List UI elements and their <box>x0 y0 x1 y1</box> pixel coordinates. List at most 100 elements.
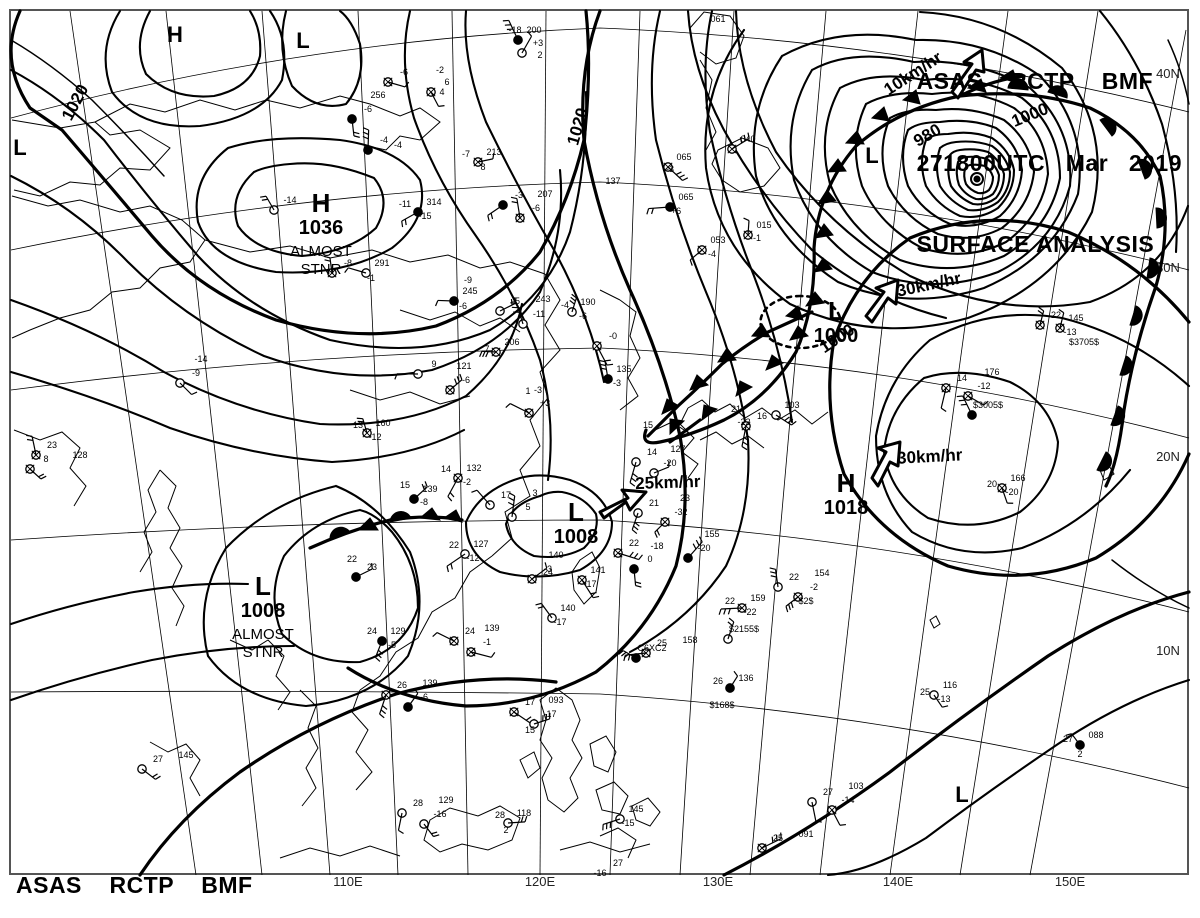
station-plot <box>446 549 470 573</box>
station-value: 1 <box>525 386 530 396</box>
station-value: 154 <box>814 568 829 578</box>
wind-barb-feather <box>544 562 548 569</box>
wind-barb-feather <box>487 215 490 222</box>
station-plot <box>510 302 528 329</box>
wind-barb-shaft <box>654 521 666 533</box>
station-plot <box>1035 306 1045 330</box>
wind-barb-feather <box>727 608 731 615</box>
station-value: 091 <box>798 829 813 839</box>
station-plot <box>683 536 703 563</box>
station-value: -14 <box>841 795 854 805</box>
wind-barb-feather <box>450 563 453 570</box>
wind-barb-feather <box>618 650 624 655</box>
wind-barb-shaft <box>747 220 750 236</box>
station-value: -4 <box>380 135 388 145</box>
station-plot <box>1055 308 1065 333</box>
station-plot <box>940 383 951 413</box>
station-value: 145 <box>178 750 193 760</box>
station-value: -14 <box>283 195 296 205</box>
station-value: 139 <box>484 623 499 633</box>
wind-barb-feather <box>958 399 965 402</box>
wind-barb-feather <box>940 407 947 413</box>
wind-barb-feather <box>398 829 404 835</box>
station-plot <box>409 481 428 504</box>
wind-barb-feather <box>604 359 611 362</box>
station-value: 24 <box>543 567 553 577</box>
wind-barb-feather <box>434 300 439 307</box>
station-plot <box>374 636 387 662</box>
wind-barb-feather <box>26 438 34 442</box>
station-value: 17 <box>501 490 511 500</box>
station-value: 145 <box>1068 313 1083 323</box>
wind-barb-feather <box>1037 310 1044 315</box>
station-plot <box>663 162 689 182</box>
wind-barb-feather <box>632 473 638 478</box>
system-pressure: 1036 <box>299 217 344 239</box>
station-value: 207 <box>537 189 552 199</box>
pressure-system-low-top-left: L <box>296 28 309 53</box>
wind-barb-feather <box>675 171 682 176</box>
station-value: 127 <box>473 539 488 549</box>
station-value: +3 <box>540 398 550 408</box>
wind-barb-shaft <box>617 552 639 561</box>
wind-barb-feather <box>413 688 419 694</box>
station-plot <box>260 195 279 215</box>
station-value: -13 <box>937 694 950 704</box>
wind-barb-shaft <box>967 395 984 406</box>
wind-barb-feather <box>769 567 776 570</box>
wind-barb-feather <box>505 403 511 409</box>
wind-barb-feather <box>678 174 685 179</box>
wind-barb-feather <box>728 617 735 623</box>
wind-barb-feather <box>261 198 268 201</box>
wind-barb-shaft <box>731 137 750 150</box>
station-value: -12 <box>977 381 990 391</box>
station-value: -17 <box>543 709 556 719</box>
wind-barb-feather <box>770 571 777 574</box>
station-plot <box>529 712 551 729</box>
motion-arrow-central-low <box>598 488 648 520</box>
wind-barb-feather <box>629 551 634 558</box>
station-value: 25 <box>773 833 783 843</box>
station-plot <box>344 267 371 278</box>
wind-barb-feather <box>791 420 797 426</box>
lon-label-group: 110E 120E 130E 140E 150E <box>333 874 1085 889</box>
system-letter: H <box>837 468 856 498</box>
station-value: 129 <box>438 795 453 805</box>
wind-barb-shaft <box>470 651 492 658</box>
station-plot <box>479 347 501 358</box>
wind-barb-shaft <box>648 206 671 210</box>
system-motion: ALMOST <box>290 243 352 260</box>
wind-barb-feather <box>787 418 794 424</box>
wind-barb-feather <box>401 221 404 228</box>
system-letter: L <box>865 143 878 168</box>
pressure-system-low-main-deep: L <box>865 143 878 168</box>
wind-barb-feather <box>446 566 450 573</box>
wind-barb-shaft <box>397 812 403 831</box>
station-value: -22 <box>737 417 750 427</box>
system-letter: L <box>568 497 584 527</box>
wind-barb-shaft <box>775 414 792 426</box>
lat-label-group: 40N 30N 20N 10N <box>1156 66 1180 658</box>
station-value: 136 <box>738 673 753 683</box>
wind-barb-feather <box>38 473 45 478</box>
title-block-top: ASAS RCTP BMF 271800UTC Mar 2019 SURFACE… <box>917 14 1182 312</box>
wind-barb-feather <box>590 591 597 595</box>
warm-front-east <box>958 78 1167 488</box>
station-value: 160 <box>375 418 390 428</box>
system-letter: H <box>167 22 183 47</box>
system-motion: STNR <box>301 261 342 278</box>
station-plot <box>471 489 495 510</box>
station-plot <box>743 217 753 240</box>
wind-barb-shaft <box>31 436 37 456</box>
wind-barb-feather <box>433 834 440 838</box>
station-value: 23 <box>680 493 690 503</box>
wind-barb-feather <box>485 351 489 358</box>
station-value: $3005$ <box>973 400 1003 410</box>
station-plot <box>356 417 372 438</box>
station-value: 129 <box>390 626 405 636</box>
station-value: 25 <box>920 687 930 697</box>
lat-label: 40N <box>1156 66 1180 81</box>
wind-barb-feather <box>599 359 606 363</box>
